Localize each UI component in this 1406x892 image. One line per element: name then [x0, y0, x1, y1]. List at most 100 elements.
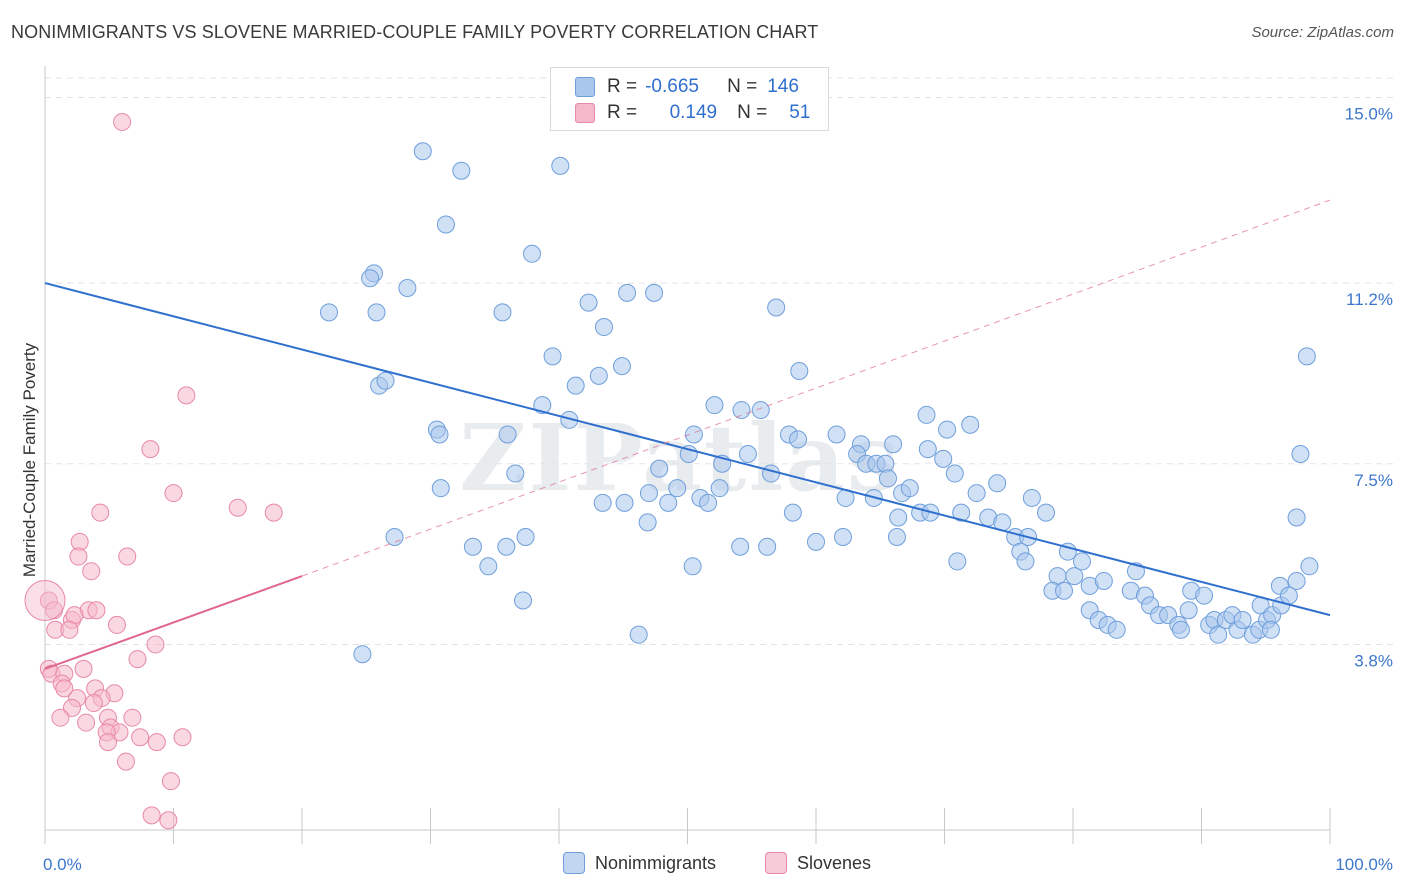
legend-n-value: 146	[767, 76, 799, 97]
nonimmigrants-point	[961, 415, 980, 434]
slovenes-point	[177, 386, 196, 405]
nonimmigrants-point	[629, 625, 648, 644]
nonimmigrants-point	[361, 269, 380, 288]
nonimmigrants-point	[398, 278, 417, 297]
chart-title: NONIMMIGRANTS VS SLOVENE MARRIED-COUPLE …	[11, 22, 819, 42]
legend-item-slovenes: Slovenes	[765, 852, 871, 874]
nonimmigrants-point	[497, 537, 516, 556]
nonimmigrants-point	[783, 503, 802, 522]
slovenes-points	[24, 112, 283, 830]
slovenes-point	[98, 733, 117, 752]
legend-row-nonimmigrants: R = -0.665 N = 146	[575, 74, 799, 100]
legend-label-slovenes: Slovenes	[797, 852, 872, 873]
slovenes-point	[159, 811, 178, 830]
nonimmigrants-point	[594, 318, 613, 337]
nonimmigrants-point	[593, 493, 612, 512]
nonimmigrants-point	[319, 303, 338, 322]
nonimmigrants-point	[1065, 567, 1084, 586]
nonimmigrants-point	[353, 645, 372, 664]
nonimmigrants-point	[1297, 347, 1316, 366]
nonimmigrants-point	[767, 298, 786, 317]
slovenes-point	[173, 728, 192, 747]
nonimmigrants-point	[884, 435, 903, 454]
nonimmigrants-point	[699, 493, 718, 512]
nonimmigrants-point	[731, 537, 750, 556]
nonimmigrants-point	[876, 454, 895, 473]
nonimmigrants-point	[988, 474, 1007, 493]
legend-swatch-blue	[563, 852, 585, 874]
nonimmigrants-point	[751, 401, 770, 420]
slovenes-point	[24, 579, 66, 621]
legend-r-label: R =	[607, 102, 638, 123]
nonimmigrants-point	[1291, 445, 1310, 463]
nonimmigrants-point	[659, 493, 678, 512]
nonimmigrants-point	[413, 142, 432, 161]
legend-row-slovenes: R = 0.149 N = 51	[575, 100, 810, 126]
nonimmigrants-point	[612, 357, 631, 376]
nonimmigrants-point	[551, 156, 570, 175]
nonimmigrants-point	[952, 503, 971, 522]
legend-item-nonimmigrants: Nonimmigrants	[563, 852, 716, 874]
slovenes-point	[142, 806, 161, 825]
legend-n-value: 51	[789, 102, 811, 123]
nonimmigrants-point	[566, 376, 585, 395]
nonimmigrants-point	[900, 479, 919, 498]
source-label: Source: ZipAtlas.com	[1251, 24, 1394, 41]
legend-swatch-pink	[575, 103, 595, 123]
slovenes-point	[264, 503, 283, 522]
slovenes-point	[107, 615, 126, 634]
slovenes-trend-line	[44, 575, 303, 670]
slovenes-point	[74, 659, 93, 678]
nonimmigrants-point	[430, 425, 449, 444]
axes	[44, 66, 1331, 844]
slovenes-point	[91, 503, 110, 522]
nonimmigrants-point	[579, 293, 598, 312]
nonimmigrants-point	[1107, 620, 1126, 639]
nonimmigrants-point	[878, 469, 897, 488]
nonimmigrants-point	[1055, 581, 1074, 600]
nonimmigrants-point	[938, 420, 957, 439]
nonimmigrants-point	[452, 161, 471, 180]
nonimmigrants-point	[1016, 552, 1035, 571]
nonimmigrants-point	[493, 303, 512, 322]
nonimmigrants-point	[668, 479, 687, 498]
tick-labels: 3.8% 7.5% 11.2% 15.0% 0.0% 100.0%	[43, 105, 1393, 874]
slovenes-point	[131, 728, 150, 747]
nonimmigrants-point	[479, 557, 498, 576]
nonimmigrants-point	[1171, 620, 1190, 639]
nonimmigrants-point	[1072, 552, 1091, 571]
nonimmigrants-point	[758, 537, 777, 556]
nonimmigrants-point	[738, 445, 757, 463]
nonimmigrants-point	[934, 449, 953, 468]
legend-swatch-pink	[765, 852, 787, 874]
nonimmigrants-point	[789, 430, 808, 449]
nonimmigrants-point	[917, 405, 936, 424]
nonimmigrants-point	[732, 401, 751, 420]
nonimmigrants-point	[639, 484, 658, 503]
nonimmigrants-point	[589, 366, 608, 385]
nonimmigrants-point	[1261, 620, 1280, 639]
slovenes-point	[55, 679, 74, 698]
nonimmigrants-point	[1037, 503, 1056, 522]
nonimmigrants-point	[650, 459, 669, 478]
nonimmigrants-point	[463, 537, 482, 556]
slovenes-point	[228, 498, 247, 517]
nonimmigrants-point	[918, 440, 937, 459]
nonimmigrants-point	[506, 464, 525, 483]
nonimmigrants-point	[948, 552, 967, 571]
nonimmigrants-point	[790, 361, 809, 380]
nonimmigrants-point	[514, 591, 533, 610]
nonimmigrants-point	[1287, 508, 1306, 527]
slovenes-point	[82, 562, 101, 581]
trend-lines	[44, 199, 1331, 670]
nonimmigrants-point	[887, 528, 906, 547]
nonimmigrants-point	[1287, 571, 1306, 590]
x-tick-label: 100.0%	[1335, 855, 1393, 874]
nonimmigrants-point	[684, 425, 703, 444]
slovenes-point	[161, 772, 180, 791]
x-tick-label: 0.0%	[43, 855, 82, 874]
grid-lines	[45, 77, 1395, 645]
legend-r-label: R =	[607, 76, 638, 97]
nonimmigrants-point	[807, 532, 825, 551]
